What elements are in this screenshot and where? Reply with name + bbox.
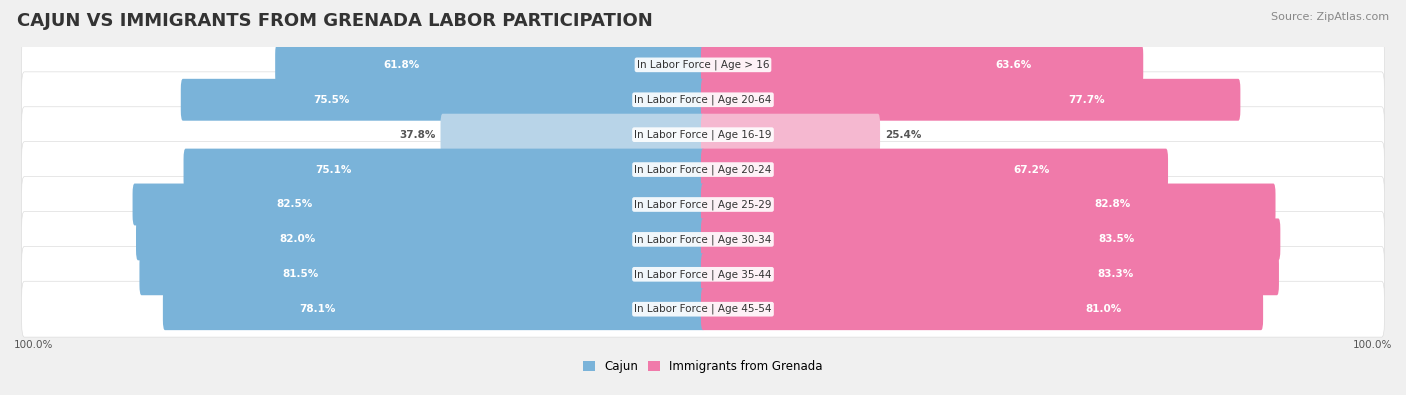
FancyBboxPatch shape [21, 142, 1385, 198]
Text: Source: ZipAtlas.com: Source: ZipAtlas.com [1271, 12, 1389, 22]
FancyBboxPatch shape [702, 149, 1168, 190]
FancyBboxPatch shape [21, 211, 1385, 267]
FancyBboxPatch shape [702, 79, 1240, 121]
Text: In Labor Force | Age 35-44: In Labor Force | Age 35-44 [634, 269, 772, 280]
Text: 83.5%: 83.5% [1098, 234, 1135, 245]
FancyBboxPatch shape [184, 149, 704, 190]
Text: 100.0%: 100.0% [1353, 340, 1392, 350]
FancyBboxPatch shape [132, 184, 704, 226]
Text: 83.3%: 83.3% [1097, 269, 1133, 279]
Text: In Labor Force | Age 45-54: In Labor Force | Age 45-54 [634, 304, 772, 314]
Legend: Cajun, Immigrants from Grenada: Cajun, Immigrants from Grenada [579, 355, 827, 378]
FancyBboxPatch shape [21, 107, 1385, 163]
Text: 37.8%: 37.8% [399, 130, 436, 140]
Text: 82.5%: 82.5% [277, 199, 314, 209]
FancyBboxPatch shape [139, 253, 704, 295]
Text: In Labor Force | Age 20-64: In Labor Force | Age 20-64 [634, 94, 772, 105]
FancyBboxPatch shape [21, 246, 1385, 302]
FancyBboxPatch shape [276, 44, 704, 86]
Text: 81.5%: 81.5% [281, 269, 318, 279]
FancyBboxPatch shape [21, 281, 1385, 337]
Text: In Labor Force | Age > 16: In Labor Force | Age > 16 [637, 60, 769, 70]
Text: In Labor Force | Age 20-24: In Labor Force | Age 20-24 [634, 164, 772, 175]
FancyBboxPatch shape [702, 253, 1279, 295]
Text: 61.8%: 61.8% [384, 60, 420, 70]
Text: 63.6%: 63.6% [995, 60, 1032, 70]
FancyBboxPatch shape [702, 218, 1281, 260]
Text: In Labor Force | Age 16-19: In Labor Force | Age 16-19 [634, 130, 772, 140]
FancyBboxPatch shape [702, 184, 1275, 226]
Text: 82.8%: 82.8% [1095, 199, 1130, 209]
Text: 82.0%: 82.0% [280, 234, 315, 245]
Text: 75.1%: 75.1% [315, 165, 352, 175]
FancyBboxPatch shape [21, 37, 1385, 93]
FancyBboxPatch shape [163, 288, 704, 330]
Text: 78.1%: 78.1% [299, 304, 336, 314]
Text: 25.4%: 25.4% [884, 130, 921, 140]
FancyBboxPatch shape [702, 288, 1263, 330]
FancyBboxPatch shape [181, 79, 704, 121]
FancyBboxPatch shape [136, 218, 704, 260]
Text: 100.0%: 100.0% [14, 340, 53, 350]
Text: 81.0%: 81.0% [1085, 304, 1122, 314]
FancyBboxPatch shape [702, 44, 1143, 86]
Text: 77.7%: 77.7% [1067, 95, 1105, 105]
FancyBboxPatch shape [21, 177, 1385, 232]
Text: 75.5%: 75.5% [314, 95, 349, 105]
Text: 67.2%: 67.2% [1014, 165, 1050, 175]
FancyBboxPatch shape [21, 72, 1385, 128]
FancyBboxPatch shape [440, 114, 704, 156]
Text: In Labor Force | Age 25-29: In Labor Force | Age 25-29 [634, 199, 772, 210]
FancyBboxPatch shape [702, 114, 880, 156]
Text: In Labor Force | Age 30-34: In Labor Force | Age 30-34 [634, 234, 772, 245]
Text: CAJUN VS IMMIGRANTS FROM GRENADA LABOR PARTICIPATION: CAJUN VS IMMIGRANTS FROM GRENADA LABOR P… [17, 12, 652, 30]
